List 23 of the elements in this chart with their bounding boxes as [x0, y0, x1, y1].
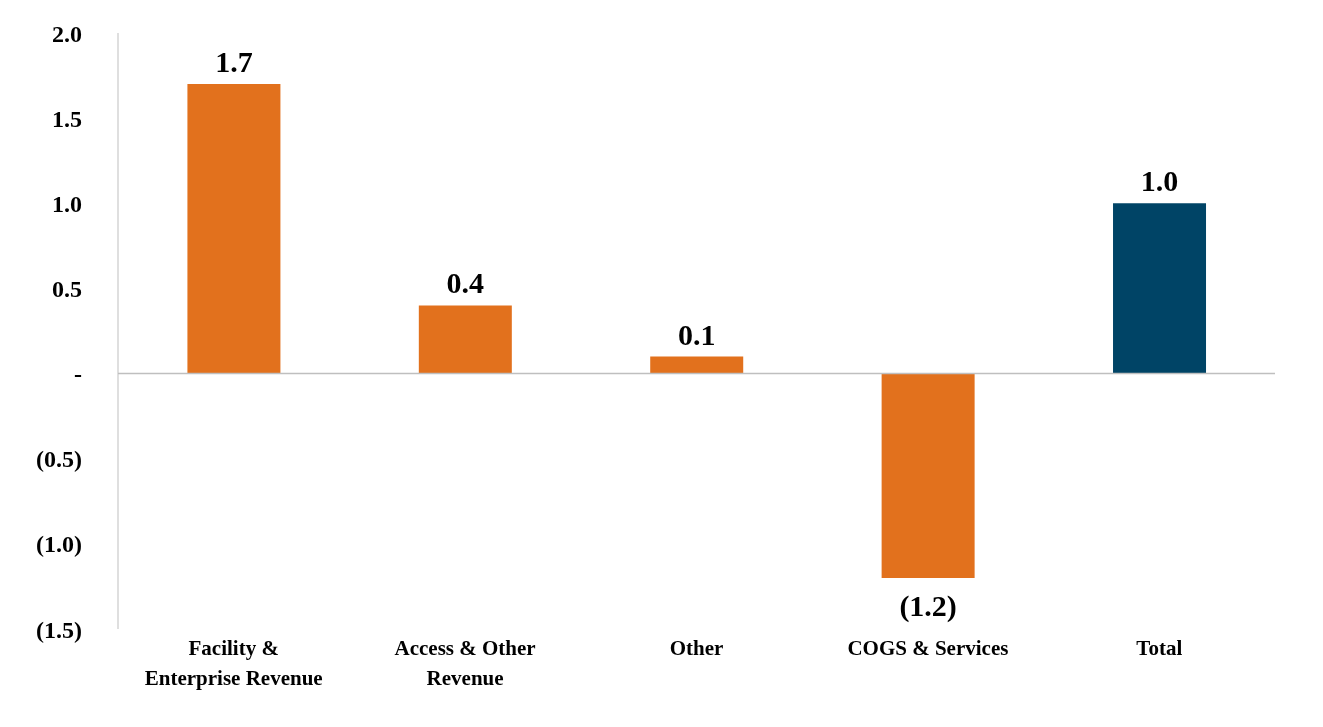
y-tick-label: - — [74, 361, 82, 388]
bar — [650, 356, 744, 374]
data-label: (1.2) — [899, 588, 957, 623]
x-tick-label: Total — [1136, 636, 1183, 660]
y-tick-label: (0.5) — [36, 446, 82, 473]
y-tick-label: 1.0 — [52, 190, 82, 217]
y-tick-label: (1.0) — [36, 531, 82, 558]
bar — [418, 305, 512, 374]
y-tick-label: 2.0 — [52, 20, 82, 47]
data-label: 0.1 — [677, 317, 716, 351]
x-tick-label: COGS & Services — [847, 636, 1009, 660]
data-label: 1.0 — [1140, 164, 1179, 198]
bar — [187, 84, 281, 374]
y-tick-label: (1.5) — [36, 616, 82, 643]
x-tick-label: Facility & Enterprise Revenue — [144, 636, 323, 690]
y-tick-label: 1.5 — [52, 105, 82, 132]
x-tick-label: Other — [669, 636, 724, 660]
data-label: 1.7 — [215, 45, 253, 79]
y-tick-label: 0.5 — [52, 275, 82, 302]
bar — [881, 373, 975, 578]
data-label: 0.4 — [446, 266, 485, 300]
bar — [1113, 203, 1207, 374]
x-tick-label: Access & Other Revenue — [394, 636, 536, 690]
